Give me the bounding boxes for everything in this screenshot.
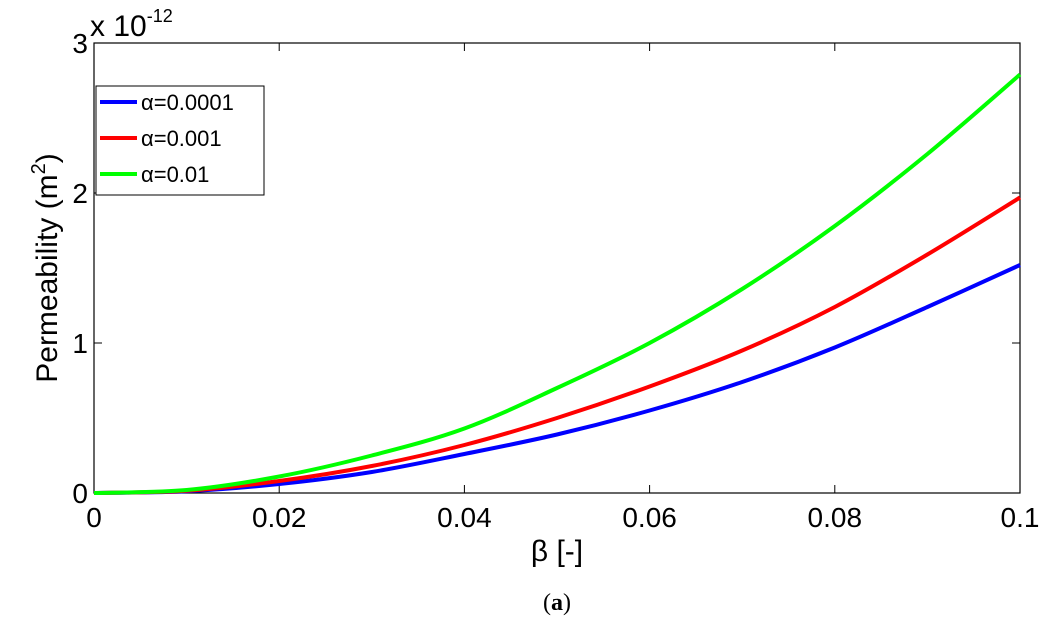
x-tick-labels: 0 0.02 0.04 0.06 0.08 0.1: [86, 502, 1039, 533]
y-tick-label: 2: [72, 178, 88, 209]
legend-label: α=0.001: [141, 126, 222, 151]
y-exponent: x 10-12: [90, 6, 173, 43]
y-tick-label: 0: [72, 478, 88, 509]
y-tick-label: 3: [72, 28, 88, 59]
x-tick-label: 0.08: [808, 502, 863, 533]
figure-caption: (a): [543, 590, 571, 616]
series-lines: [93, 72, 1022, 495]
series-line: [93, 263, 1021, 495]
x-tick-label: 0.04: [437, 502, 492, 533]
x-axis-label: β [-]: [531, 535, 583, 568]
x-tick-label: 0.1: [1001, 502, 1040, 533]
legend: α=0.0001 α=0.001 α=0.01: [95, 85, 265, 196]
x-tick-label: 0.02: [252, 502, 307, 533]
legend-label: α=0.0001: [141, 90, 234, 115]
x-tick-label: 0.06: [622, 502, 677, 533]
legend-box: [95, 85, 265, 196]
y-axis-label: Permeability (m2): [28, 153, 64, 383]
axis-ticks: [93, 42, 1021, 494]
legend-label: α=0.01: [141, 162, 209, 187]
legend-items: α=0.0001 α=0.001 α=0.01: [100, 90, 234, 187]
x-tick-label: 0: [86, 502, 102, 533]
y-tick-label: 1: [72, 328, 88, 359]
y-tick-labels: 0 1 2 3: [72, 28, 88, 509]
series-line: [93, 195, 1022, 495]
series-line: [93, 72, 1022, 495]
